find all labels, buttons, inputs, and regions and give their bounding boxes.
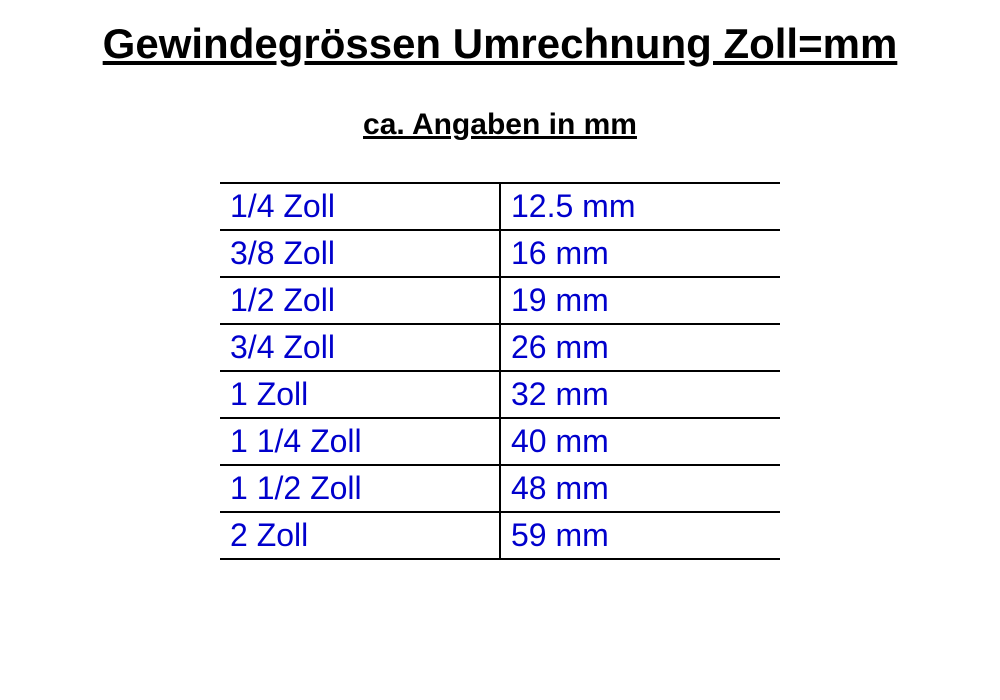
cell-zoll: 1 1/2 Zoll — [220, 465, 500, 512]
table-row: 2 Zoll 59 mm — [220, 512, 780, 559]
cell-mm: 26 mm — [500, 324, 780, 371]
cell-zoll: 1 Zoll — [220, 371, 500, 418]
cell-zoll: 1/4 Zoll — [220, 183, 500, 230]
page-subtitle: ca. Angaben in mm — [0, 108, 1000, 142]
cell-mm: 19 mm — [500, 277, 780, 324]
cell-mm: 16 mm — [500, 230, 780, 277]
conversion-table: 1/4 Zoll 12.5 mm 3/8 Zoll 16 mm 1/2 Zoll… — [220, 182, 780, 560]
cell-zoll: 1 1/4 Zoll — [220, 418, 500, 465]
cell-mm: 40 mm — [500, 418, 780, 465]
cell-zoll: 1/2 Zoll — [220, 277, 500, 324]
cell-mm: 59 mm — [500, 512, 780, 559]
cell-mm: 12.5 mm — [500, 183, 780, 230]
cell-zoll: 3/4 Zoll — [220, 324, 500, 371]
page: Gewindegrössen Umrechnung Zoll=mm ca. An… — [0, 0, 1000, 700]
table-row: 3/4 Zoll 26 mm — [220, 324, 780, 371]
table-row: 3/8 Zoll 16 mm — [220, 230, 780, 277]
page-title: Gewindegrössen Umrechnung Zoll=mm — [0, 20, 1000, 68]
table-row: 1/2 Zoll 19 mm — [220, 277, 780, 324]
table-row: 1 1/4 Zoll 40 mm — [220, 418, 780, 465]
cell-mm: 48 mm — [500, 465, 780, 512]
cell-zoll: 3/8 Zoll — [220, 230, 500, 277]
table-row: 1/4 Zoll 12.5 mm — [220, 183, 780, 230]
cell-mm: 32 mm — [500, 371, 780, 418]
table-row: 1 Zoll 32 mm — [220, 371, 780, 418]
table-row: 1 1/2 Zoll 48 mm — [220, 465, 780, 512]
cell-zoll: 2 Zoll — [220, 512, 500, 559]
